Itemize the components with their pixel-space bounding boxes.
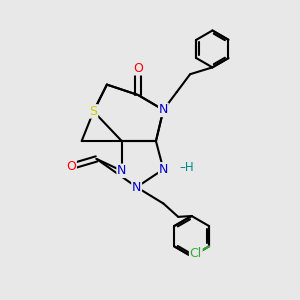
Text: O: O [66, 160, 76, 173]
Text: Cl: Cl [190, 247, 202, 260]
Text: –H: –H [180, 161, 194, 174]
Text: N: N [132, 181, 141, 194]
Text: N: N [117, 164, 127, 177]
Text: N: N [159, 163, 168, 176]
Text: N: N [159, 103, 168, 116]
Text: O: O [133, 62, 143, 75]
Text: S: S [89, 105, 98, 118]
